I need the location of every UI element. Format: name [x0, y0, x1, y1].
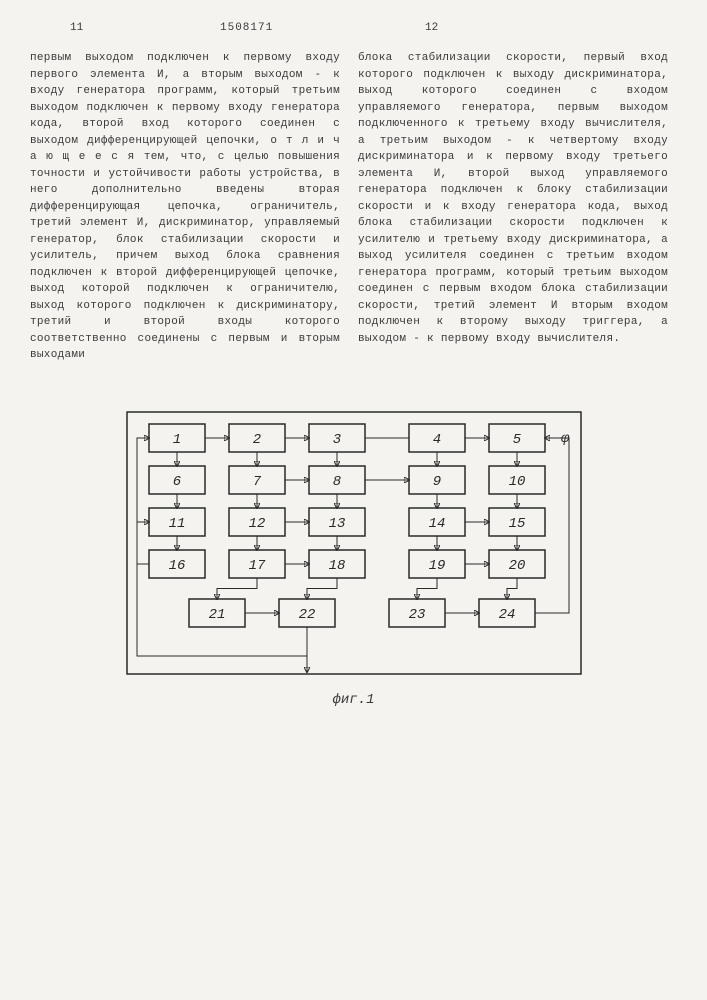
block-label-22: 22 [298, 607, 315, 623]
block-label-16: 16 [168, 558, 185, 574]
block-label-2: 2 [252, 432, 260, 448]
right-column: блока стабилизации скорости, первый вход… [358, 50, 668, 364]
block-label-4: 4 [432, 432, 440, 448]
block-label-5: 5 [512, 432, 521, 448]
phi-label: φ [561, 431, 570, 447]
edge [307, 578, 337, 599]
edge [417, 578, 437, 599]
page-number-right: 12 [425, 20, 438, 37]
left-column: первым выходом подключен к первому входу… [30, 50, 340, 364]
block-label-8: 8 [332, 474, 340, 490]
block-label-10: 10 [508, 474, 525, 490]
edge-feedback [137, 438, 149, 564]
figure-caption: фиг.1 [30, 690, 677, 711]
block-label-6: 6 [172, 474, 180, 490]
block-label-23: 23 [408, 607, 425, 623]
document-number: 1508171 [220, 20, 273, 37]
edge [217, 578, 257, 599]
block-label-17: 17 [248, 558, 265, 574]
block-label-12: 12 [248, 516, 265, 532]
block-label-21: 21 [208, 607, 225, 623]
block-label-18: 18 [328, 558, 345, 574]
block-label-7: 7 [252, 474, 261, 490]
block-label-15: 15 [508, 516, 525, 532]
page-number-left: 11 [70, 20, 83, 37]
block-label-11: 11 [168, 516, 185, 532]
block-label-24: 24 [498, 607, 515, 623]
edge-feedback [535, 438, 569, 613]
block-label-1: 1 [172, 432, 180, 448]
diagram-container: 123456789101112131415161718192021222324φ [30, 404, 677, 684]
block-label-9: 9 [432, 474, 440, 490]
block-label-13: 13 [328, 516, 345, 532]
text-columns: первым выходом подключен к первому входу… [30, 50, 677, 364]
block-diagram: 123456789101112131415161718192021222324φ [119, 404, 589, 684]
block-label-3: 3 [332, 432, 340, 448]
right-column-text: блока стабилизации скорости, первый вход… [358, 50, 668, 347]
block-label-19: 19 [428, 558, 445, 574]
block-label-20: 20 [508, 558, 525, 574]
page-header: 11 1508171 12 [30, 20, 677, 40]
edge [507, 578, 517, 599]
block-label-14: 14 [428, 516, 445, 532]
left-column-text: первым выходом подключен к первому входу… [30, 50, 340, 364]
